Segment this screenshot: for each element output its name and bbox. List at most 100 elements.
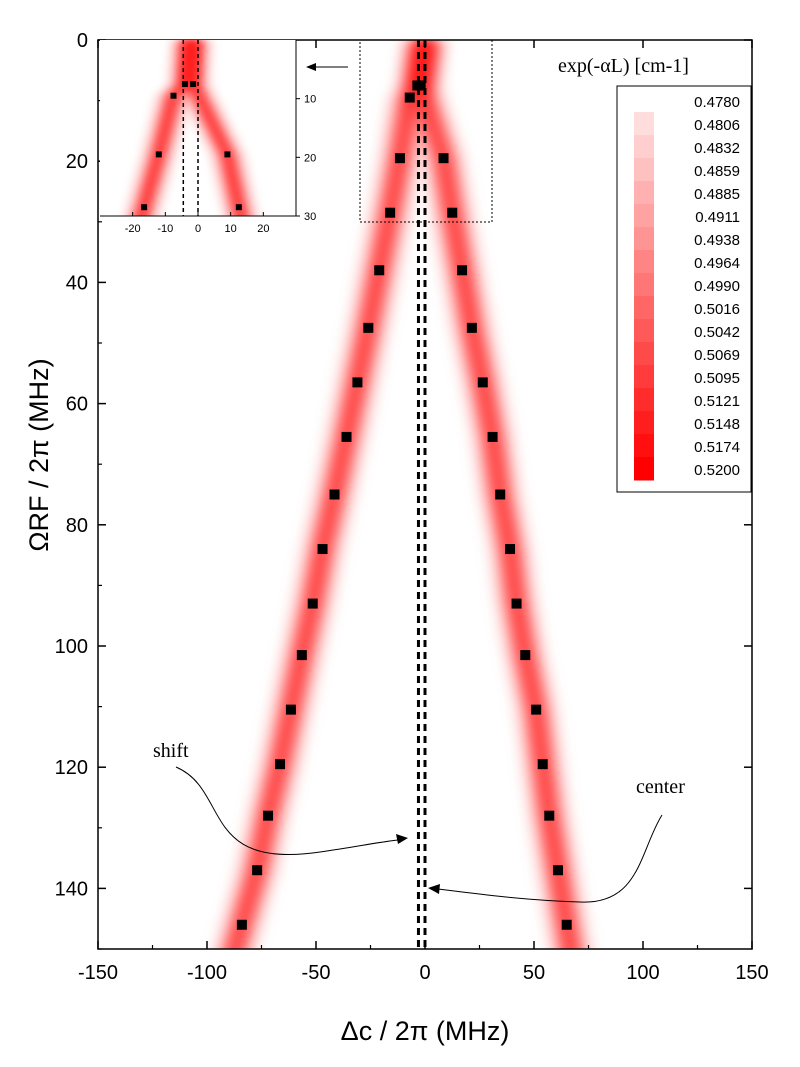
colorbar-swatch <box>634 181 654 205</box>
annotation-center: center <box>428 776 685 903</box>
data-point <box>275 759 286 770</box>
colorbar-label: 0.4832 <box>694 140 740 157</box>
data-point <box>438 153 449 164</box>
colorbar-swatch <box>634 204 654 228</box>
data-point <box>537 759 548 770</box>
annotation-shift: shift <box>153 740 408 856</box>
data-point <box>341 431 352 442</box>
inset-x-tick-label: 10 <box>225 223 237 235</box>
inset-band-1-layer-3 <box>188 40 246 216</box>
inset-data-point <box>235 204 242 211</box>
colorbar-swatch <box>634 250 654 274</box>
data-point <box>505 544 516 555</box>
colorbar-swatch <box>634 411 654 435</box>
colorbar-labels: 0.4780 0.4806 0.4832 0.4859 0.4885 0.4911 0.49… <box>694 94 740 479</box>
colorbar-swatch <box>634 227 654 251</box>
colorbar-swatch <box>634 296 654 320</box>
data-point <box>520 650 531 661</box>
colorbar-label: 0.5174 <box>694 439 740 456</box>
colorbar-label: 0.5016 <box>694 301 740 318</box>
data-point <box>552 865 563 876</box>
y-tick-label: 40 <box>66 272 88 294</box>
y-tick-label: 100 <box>55 636 88 658</box>
colorbar-swatch <box>634 388 654 412</box>
data-point <box>385 207 396 218</box>
data-point <box>477 377 488 388</box>
colorbar-title: exp(-αL) [cm-1] <box>558 55 689 77</box>
inset-band-0-layer-3 <box>136 40 194 216</box>
data-point <box>263 810 274 821</box>
inset-data-point <box>190 81 197 87</box>
annotation-shift-label: shift <box>153 740 189 762</box>
y-tick-label: 60 <box>66 394 88 416</box>
colorbar-label: 0.5095 <box>694 370 740 387</box>
colorbar-label: 0.5148 <box>694 416 740 433</box>
x-tick-label: -50 <box>302 962 331 984</box>
colorbar-legend: exp(-αL) [cm-1] 0.4780 0.4806 0.4832 0.4859… <box>558 55 752 493</box>
inset-axis-ticks: -20 -10 0 10 20 10 20 30 <box>125 94 317 235</box>
y-tick-label: 140 <box>55 878 88 900</box>
data-point <box>374 265 385 276</box>
colorbar-label: 0.4990 <box>694 278 740 295</box>
data-point <box>352 377 363 388</box>
colorbar-label: 0.5200 <box>694 462 740 479</box>
colorbar-label: 0.5042 <box>694 324 740 341</box>
inset-x-tick-label: 20 <box>257 223 269 235</box>
inset-y-tick-label: 10 <box>304 94 316 106</box>
y-tick-label: 120 <box>55 757 88 779</box>
data-point <box>487 431 498 442</box>
data-point <box>495 489 506 500</box>
data-point <box>457 265 468 276</box>
data-point <box>404 92 415 103</box>
data-point <box>511 598 522 609</box>
colorbar-label: 0.4780 <box>694 94 740 111</box>
y-axis-title: ΩRF / 2π (MHz) <box>24 358 54 551</box>
colorbar-swatch <box>634 457 654 481</box>
colorbar-swatch <box>634 319 654 343</box>
colorbar-swatch <box>634 112 654 136</box>
y-tick-label: 0 <box>77 30 88 52</box>
inset-data-point <box>224 151 231 158</box>
data-point <box>252 865 263 876</box>
data-point <box>394 153 405 164</box>
data-point <box>307 598 318 609</box>
colorbar-label: 0.4938 <box>694 232 740 249</box>
x-tick-label: 50 <box>523 962 545 984</box>
data-point <box>329 489 340 500</box>
inset-data-point <box>155 151 162 158</box>
colorbar-label: 0.4885 <box>694 186 740 203</box>
data-point <box>531 704 542 715</box>
x-tick-label: -100 <box>187 962 227 984</box>
colorbar-swatch <box>634 135 654 159</box>
x-tick-label: 100 <box>626 962 659 984</box>
x-axis-title: Δc / 2π (MHz) <box>341 1016 510 1046</box>
x-tick-label: -150 <box>78 962 118 984</box>
inset-data-points <box>141 81 242 211</box>
y-tick-label: 80 <box>66 515 88 537</box>
colorbar-swatches <box>634 112 654 481</box>
data-point <box>544 810 555 821</box>
inset-y-tick-label: 20 <box>304 152 316 164</box>
data-point <box>285 704 296 715</box>
vertical-reference-lines <box>416 40 427 949</box>
colorbar-swatch <box>634 434 654 458</box>
data-point <box>236 919 247 930</box>
inset-vertical-lines <box>182 40 199 216</box>
inset-data-point <box>181 81 188 87</box>
data-point <box>296 650 307 661</box>
colorbar-swatch <box>634 158 654 182</box>
colorbar-label: 0.4964 <box>694 255 740 272</box>
inset-x-tick-label: -10 <box>157 223 173 235</box>
data-point <box>415 80 426 91</box>
inset-data-point <box>170 92 177 99</box>
inset-data-point <box>141 204 148 211</box>
data-point <box>466 322 477 333</box>
data-point <box>363 322 374 333</box>
annotation-center-label: center <box>636 776 685 798</box>
colorbar-label: 0.5069 <box>694 347 740 364</box>
colorbar-label: 0.5121 <box>694 393 740 410</box>
inset-x-tick-label: 0 <box>195 223 201 235</box>
colorbar-swatch <box>634 365 654 389</box>
